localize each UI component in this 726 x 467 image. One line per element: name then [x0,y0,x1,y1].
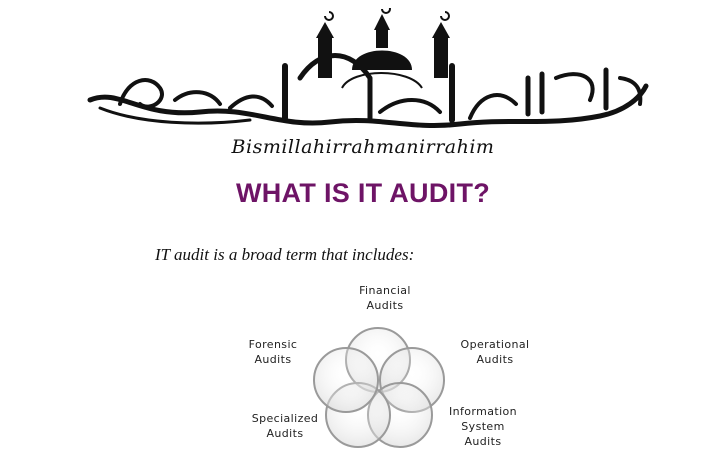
intro-text: IT audit is a broad term that includes: [155,245,415,264]
circle-forensic [313,347,379,413]
label-information-system-audits: Information System Audits [448,405,518,448]
label-specialized-audits: Specialized Audits [251,412,319,440]
label-operational-audits: Operational Audits [460,338,530,366]
audit-types-diagram [313,327,445,448]
label-forensic-audits: Forensic Audits [248,338,298,366]
transliteration-text: Bismillahirrahmanirrahim [231,136,495,158]
bismillah-calligraphy [87,8,649,129]
label-financial-audits: Financial Audits [359,284,411,312]
page-title: WHAT IS IT AUDIT? [235,178,491,208]
